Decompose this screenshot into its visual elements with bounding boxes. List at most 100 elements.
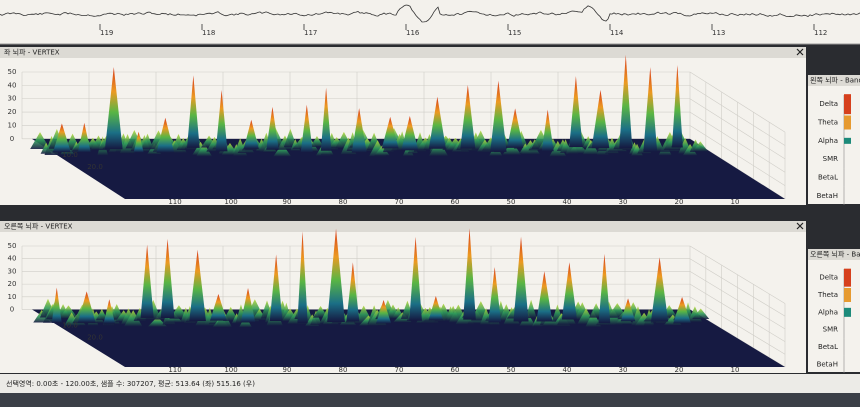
x-label: 70 (395, 198, 404, 206)
time-label: 117 (304, 29, 317, 37)
peak (507, 108, 524, 148)
band-bar (844, 137, 851, 144)
peak (77, 122, 91, 153)
panel-header (0, 47, 806, 58)
peak (327, 228, 345, 323)
x-label: 50 (507, 366, 516, 374)
band-bar (844, 115, 851, 130)
band-label: SMR (823, 326, 838, 334)
peak (346, 262, 360, 322)
peak (297, 231, 308, 324)
band-label: BetaH (817, 360, 838, 368)
close-icon (796, 222, 804, 230)
y-label: 10 (8, 121, 17, 129)
status-text: 선택영역: 0.00초 - 120.00초, 샘플 수: 307207, 평균:… (6, 379, 255, 388)
eeg-strip (0, 0, 860, 44)
x-label: 40 (563, 366, 572, 374)
peak (591, 89, 610, 149)
peak (671, 64, 683, 148)
depth-label: 10.0 (62, 151, 78, 159)
bump (273, 143, 292, 157)
bump (119, 134, 136, 154)
time-label: 112 (814, 29, 827, 37)
bump (123, 310, 143, 327)
time-label: 115 (508, 29, 521, 37)
y-label: 0 (10, 306, 14, 314)
band-panel (808, 260, 860, 372)
band-title: 왼쪽 뇌파 - Band (810, 76, 860, 85)
x-label: 30 (619, 366, 628, 374)
bump (682, 143, 698, 156)
peak (77, 291, 96, 323)
x-label: 60 (451, 198, 460, 206)
peak (243, 119, 259, 149)
peak (209, 294, 227, 321)
peak (351, 108, 367, 153)
time-label: 116 (406, 29, 420, 37)
peak (513, 236, 529, 322)
peak (561, 262, 577, 320)
peak (104, 66, 123, 150)
band-label: Theta (817, 119, 838, 127)
band-label: Delta (819, 100, 838, 108)
peak (269, 254, 283, 321)
y-label: 50 (8, 242, 17, 250)
y-label: 20 (8, 280, 17, 288)
peak (375, 300, 392, 324)
peak (133, 131, 144, 153)
x-label: 100 (224, 198, 237, 206)
time-label: 118 (202, 29, 215, 37)
peak (619, 54, 633, 149)
x-label: 110 (168, 198, 181, 206)
eeg-wave (0, 4, 860, 23)
x-label: 60 (451, 366, 460, 374)
bump (568, 140, 588, 154)
x-label: 70 (395, 366, 404, 374)
time-label: 119 (100, 29, 113, 37)
peak (428, 96, 446, 149)
bump (374, 145, 390, 156)
taskbar (0, 393, 860, 407)
status-bar (0, 374, 860, 393)
peak (160, 238, 175, 318)
close-button[interactable] (796, 222, 804, 230)
bump (525, 299, 537, 319)
peak (215, 89, 228, 152)
x-label: 50 (507, 198, 516, 206)
close-button[interactable] (796, 48, 804, 56)
x-label: 20 (675, 198, 684, 206)
peak (620, 298, 636, 322)
peak (536, 271, 553, 322)
y-label: 50 (8, 68, 17, 76)
band-label: Delta (819, 274, 838, 282)
y-label: 10 (8, 293, 17, 301)
band-bar (844, 268, 851, 287)
peak (189, 249, 206, 321)
peak (490, 80, 507, 152)
band-label: BetaL (818, 174, 838, 182)
bump (502, 141, 522, 156)
y-label: 40 (8, 255, 17, 263)
bump (30, 132, 50, 150)
peak (103, 299, 116, 324)
peak (673, 297, 692, 324)
panel-title: 좌 뇌파 - VERTEX (4, 48, 60, 57)
peak (156, 117, 175, 153)
depth-label: 10.0 (62, 322, 78, 330)
peak (240, 288, 256, 323)
bump (147, 316, 168, 327)
band-bar (844, 307, 851, 317)
peak (409, 236, 422, 321)
band-label: BetaL (818, 343, 838, 351)
peak (463, 228, 476, 320)
peak (300, 104, 313, 153)
bump (310, 310, 322, 325)
panel-title: 오른쪽 뇌파 - VERTEX (4, 222, 73, 231)
x-label: 10 (731, 198, 740, 206)
band-label: Theta (817, 291, 838, 299)
band-bar (844, 288, 851, 302)
bump (141, 133, 154, 150)
bump (692, 141, 709, 152)
